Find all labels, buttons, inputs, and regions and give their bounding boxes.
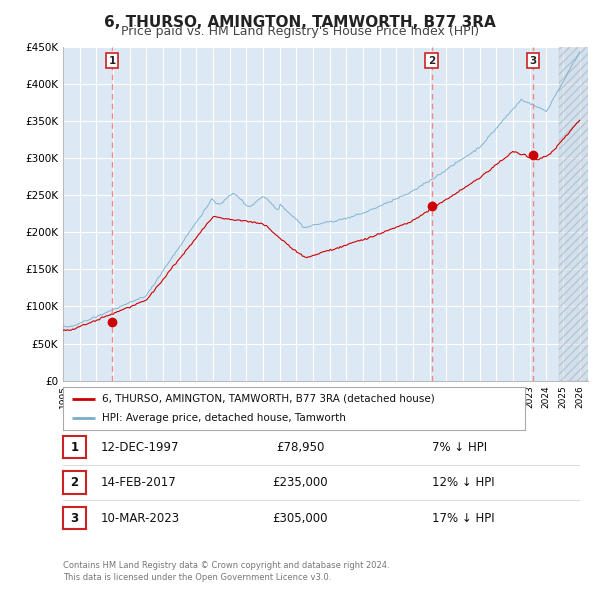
Text: 2: 2 (70, 476, 79, 489)
Text: 6, THURSO, AMINGTON, TAMWORTH, B77 3RA (detached house): 6, THURSO, AMINGTON, TAMWORTH, B77 3RA (… (102, 394, 435, 404)
Text: 10-MAR-2023: 10-MAR-2023 (101, 512, 180, 525)
Text: This data is licensed under the Open Government Licence v3.0.: This data is licensed under the Open Gov… (63, 573, 331, 582)
Bar (559, 47, 600, 381)
Text: Contains HM Land Registry data © Crown copyright and database right 2024.: Contains HM Land Registry data © Crown c… (63, 560, 389, 569)
Text: Price paid vs. HM Land Registry's House Price Index (HPI): Price paid vs. HM Land Registry's House … (121, 25, 479, 38)
Text: 12% ↓ HPI: 12% ↓ HPI (432, 476, 494, 489)
Text: 14-FEB-2017: 14-FEB-2017 (101, 476, 176, 489)
Text: £235,000: £235,000 (272, 476, 328, 489)
Text: £78,950: £78,950 (276, 441, 324, 454)
Text: 3: 3 (70, 512, 79, 525)
Text: 2: 2 (428, 55, 435, 65)
Text: 6, THURSO, AMINGTON, TAMWORTH, B77 3RA: 6, THURSO, AMINGTON, TAMWORTH, B77 3RA (104, 15, 496, 30)
Text: 3: 3 (529, 55, 536, 65)
Text: 1: 1 (70, 441, 79, 454)
Text: HPI: Average price, detached house, Tamworth: HPI: Average price, detached house, Tamw… (102, 413, 346, 423)
Text: £305,000: £305,000 (272, 512, 328, 525)
Text: 17% ↓ HPI: 17% ↓ HPI (432, 512, 494, 525)
Text: 7% ↓ HPI: 7% ↓ HPI (432, 441, 487, 454)
Text: 1: 1 (109, 55, 116, 65)
Text: 12-DEC-1997: 12-DEC-1997 (101, 441, 179, 454)
